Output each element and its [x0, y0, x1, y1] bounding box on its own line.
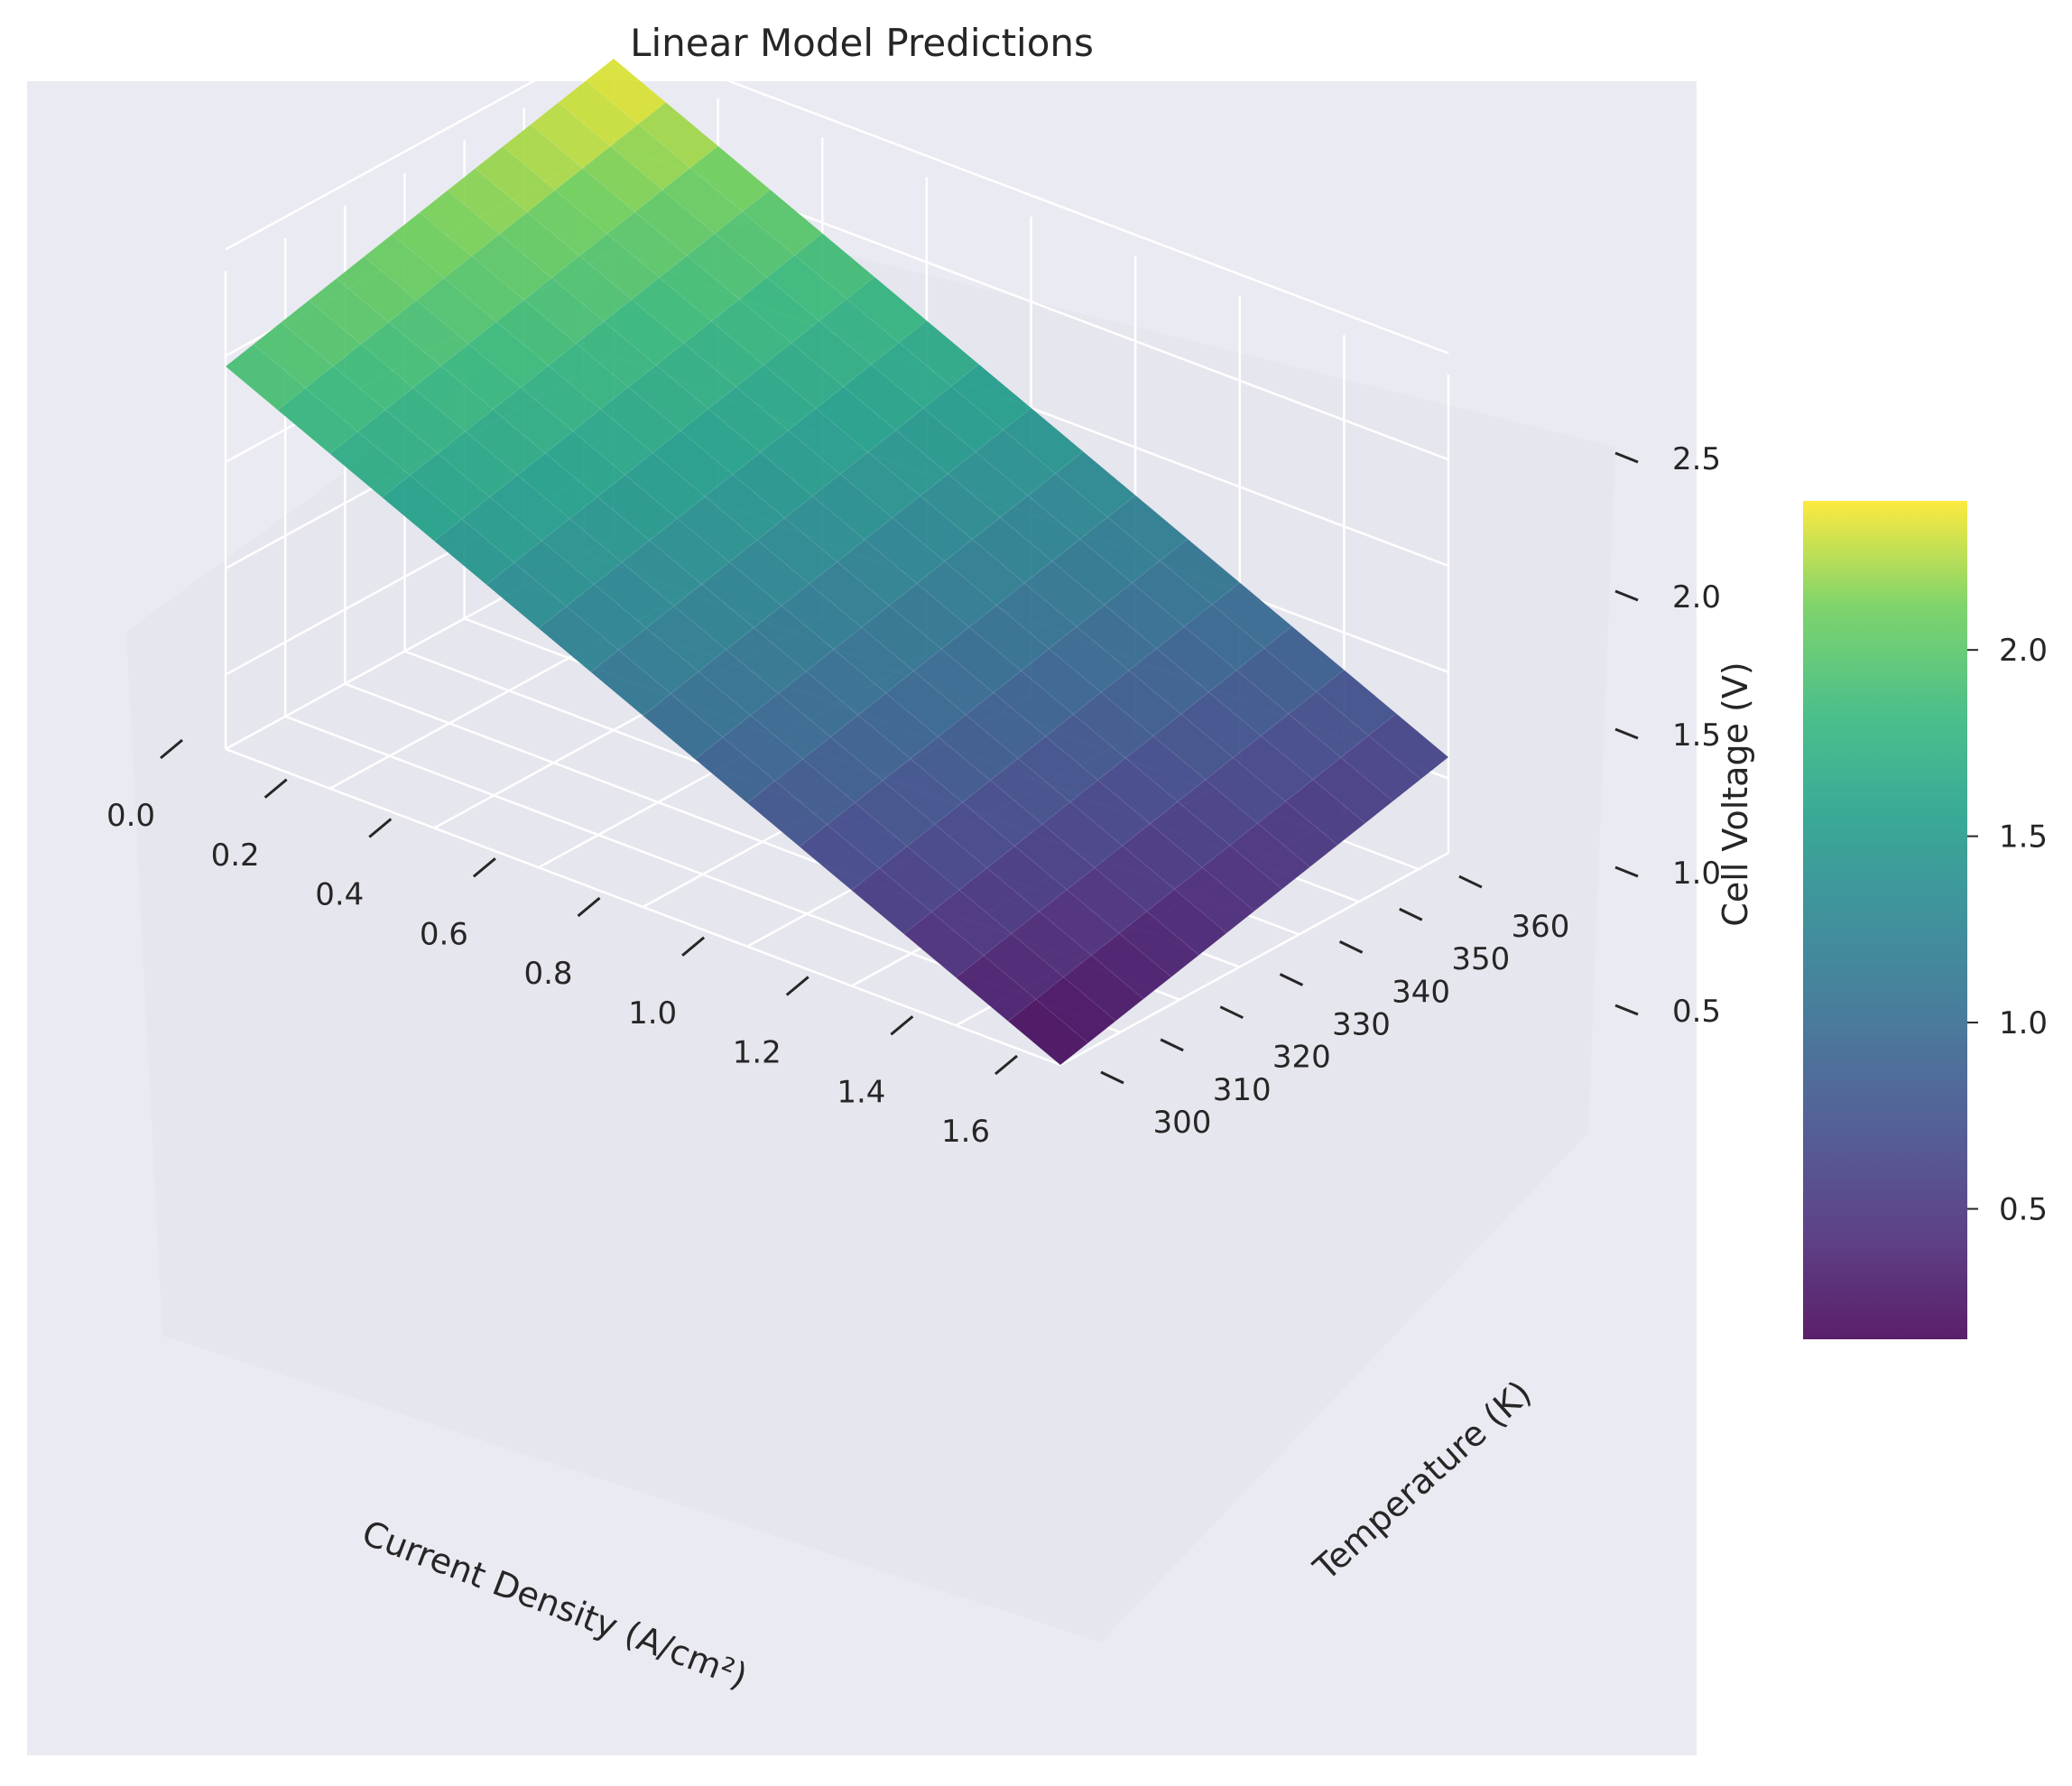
z-tick-mark	[1614, 451, 1639, 464]
x-tick-mark	[577, 896, 601, 918]
x-tick-mark	[160, 738, 183, 760]
x-tick-label: 1.4	[837, 1074, 885, 1110]
z-tick-label: 0.5	[1672, 994, 1721, 1030]
z-axis-label: Cell Voltage (V)	[1716, 662, 1755, 926]
x-tick-mark	[264, 778, 288, 799]
surface-patch	[1007, 998, 1089, 1066]
colorbar-tick-label: 0.5	[1999, 1191, 2048, 1227]
back-grid-line-z	[613, 36, 1449, 355]
x-tick-mark	[681, 936, 706, 957]
y-tick-mark	[1458, 874, 1483, 889]
x-tick-label: 0.0	[106, 798, 155, 834]
colorbar-ticks: 0.5 1.0 1.5 2.0	[1967, 633, 2048, 1227]
y-tick-label: 350	[1451, 941, 1510, 977]
z-tick-mark	[1614, 865, 1639, 878]
x-tick-mark	[994, 1054, 1018, 1076]
surface	[225, 58, 1449, 1066]
x-tick-label: 0.4	[315, 877, 364, 913]
z-tick-mark	[1614, 589, 1639, 602]
z-tick-label: 2.0	[1672, 579, 1721, 615]
y-tick-mark	[1279, 973, 1304, 986]
z-tick-mark	[1614, 1004, 1639, 1016]
x-tick-label: 0.8	[523, 956, 572, 992]
colorbar-tick-label: 1.5	[1999, 819, 2048, 856]
floor-grid-line-y	[225, 747, 1061, 1067]
z-tick-label: 1.0	[1672, 856, 1721, 892]
x-axis: 0.0 0.2 0.4 0.6 0.8 1.0 1.2 1.4 1.6	[106, 738, 1018, 1150]
side-grid-line-z	[225, 36, 615, 251]
x-tick-mark	[368, 818, 393, 838]
y-tick-label: 340	[1392, 974, 1450, 1010]
x-tick-mark	[890, 1015, 914, 1036]
y-tick-label: 360	[1511, 909, 1569, 945]
x-tick-mark	[472, 857, 496, 878]
x-tick-label: 1.2	[733, 1035, 782, 1071]
x-tick-label: 1.6	[941, 1114, 990, 1150]
x-tick-label: 0.2	[211, 837, 260, 874]
y-tick-label: 330	[1332, 1007, 1391, 1043]
y-tick-mark	[1399, 907, 1423, 921]
y-tick-mark	[1219, 1005, 1244, 1020]
x-tick-label: 1.0	[628, 995, 677, 1032]
colorbar-tick-label: 1.0	[1999, 1005, 2048, 1041]
y-tick-mark	[1160, 1038, 1184, 1052]
x-tick-mark	[785, 976, 809, 996]
colorbar	[1803, 501, 1967, 1339]
floor-pane	[162, 1115, 1588, 1643]
colorbar-tick-label: 2.0	[1999, 633, 2048, 669]
chart-title: Linear Model Predictions	[630, 21, 1094, 65]
y-tick-label: 310	[1213, 1072, 1272, 1108]
z-tick-label: 1.5	[1672, 717, 1721, 754]
z-axis: 0.5 1.0 1.5 2.0 2.5	[1614, 441, 1721, 1030]
z-tick-label: 2.5	[1672, 441, 1721, 477]
floor-grid-line-x	[1059, 851, 1449, 1067]
y-tick-mark	[1338, 940, 1364, 954]
y-tick-label: 320	[1272, 1040, 1331, 1076]
y-tick-mark	[1100, 1070, 1124, 1085]
x-tick-label: 0.6	[420, 916, 468, 952]
y-tick-label: 300	[1153, 1105, 1212, 1141]
z-tick-mark	[1614, 727, 1639, 740]
